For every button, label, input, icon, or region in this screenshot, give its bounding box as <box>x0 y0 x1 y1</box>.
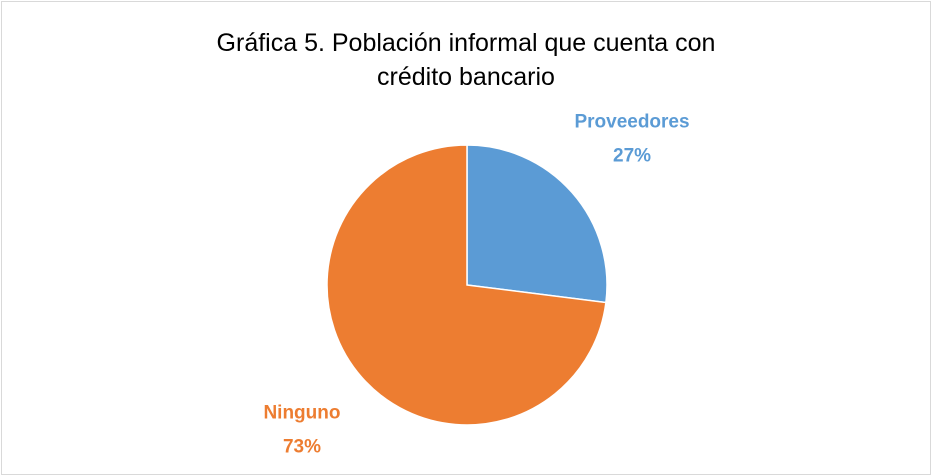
slice-category-label: Ninguno <box>263 403 340 424</box>
chart-title: Gráfica 5. Población informal que cuenta… <box>216 29 716 91</box>
pie-slice <box>466 144 608 304</box>
pie-slice <box>326 144 607 426</box>
slice-category-label: Proveedores <box>574 112 689 133</box>
slice-value-label: 73% <box>283 437 321 458</box>
slice-value-label: 27% <box>613 146 651 167</box>
